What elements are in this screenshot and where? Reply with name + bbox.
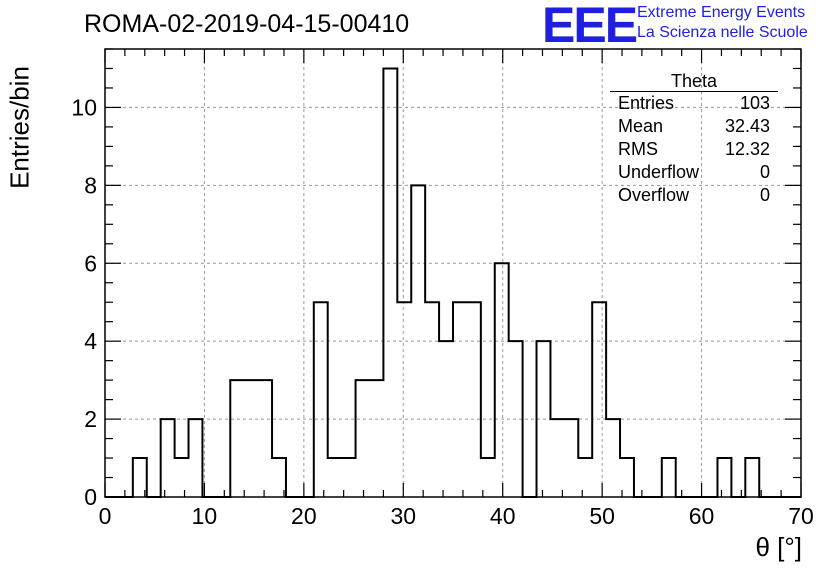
histogram-bin <box>606 419 620 497</box>
histogram-bin <box>328 458 342 497</box>
y-tick-label: 10 <box>71 94 97 120</box>
histogram-bin <box>244 380 258 497</box>
histogram-bin <box>495 263 509 497</box>
histogram-bin <box>439 341 453 497</box>
stats-value: 103 <box>740 92 770 115</box>
histogram-bin <box>383 68 397 497</box>
y-tick-label: 4 <box>84 328 97 354</box>
stats-value: 32.43 <box>725 115 770 138</box>
x-tick-label: 40 <box>490 503 516 529</box>
stats-box: Theta Entries 103 Mean 32.43 RMS 12.32 U… <box>610 71 778 207</box>
logo-line-1: Extreme Energy Events <box>637 4 805 22</box>
stats-value: 0 <box>760 184 770 207</box>
stats-label: RMS <box>618 138 658 161</box>
x-tick-label: 0 <box>99 503 112 529</box>
histogram-bin <box>356 380 370 497</box>
stats-title: Theta <box>610 71 778 92</box>
x-tick-label: 20 <box>291 503 317 529</box>
histogram-bin <box>411 185 425 497</box>
x-tick-label: 60 <box>689 503 715 529</box>
x-axis-label: θ [°] <box>755 532 802 563</box>
histogram-bin <box>745 458 759 497</box>
stats-row-overflow: Overflow 0 <box>610 184 778 207</box>
stats-label: Overflow <box>618 184 689 207</box>
histogram-bin <box>550 419 564 497</box>
histogram-bin <box>509 341 523 497</box>
histogram-bin <box>258 380 272 497</box>
stats-row-mean: Mean 32.43 <box>610 115 778 138</box>
x-tick-label: 70 <box>788 503 814 529</box>
histogram-bin <box>592 302 606 497</box>
y-tick-label: 6 <box>84 250 97 276</box>
stats-label: Underflow <box>618 161 699 184</box>
histogram-bin <box>314 302 328 497</box>
histogram-bin <box>369 380 383 497</box>
eee-logo: EEE <box>542 0 636 54</box>
y-tick-label: 0 <box>84 484 97 510</box>
x-tick-label: 10 <box>192 503 218 529</box>
histogram-bin <box>717 458 731 497</box>
stats-row-rms: RMS 12.32 <box>610 138 778 161</box>
stats-label: Mean <box>618 115 663 138</box>
histogram-bin <box>467 302 481 497</box>
x-tick-label: 30 <box>390 503 416 529</box>
y-axis-label: Entries/bin <box>5 53 36 203</box>
stats-row-entries: Entries 103 <box>610 92 778 115</box>
histogram-bin <box>564 419 578 497</box>
y-tick-label: 2 <box>84 406 97 432</box>
histogram-bin <box>662 458 676 497</box>
stats-row-underflow: Underflow 0 <box>610 161 778 184</box>
stats-label: Entries <box>618 92 674 115</box>
histogram-bin <box>537 341 551 497</box>
logo-line-2: La Scienza nelle Scuole <box>637 24 808 42</box>
histogram-bin <box>578 458 592 497</box>
y-tick-label: 8 <box>84 172 97 198</box>
stats-value: 12.32 <box>725 138 770 161</box>
x-tick-label: 50 <box>589 503 615 529</box>
histogram-bin <box>189 419 203 497</box>
histogram-bin <box>230 380 244 497</box>
histogram-bin <box>397 302 411 497</box>
stats-value: 0 <box>760 161 770 184</box>
histogram-bin <box>453 302 467 497</box>
run-title: ROMA-02-2019-04-15-00410 <box>84 10 409 39</box>
histogram-bin <box>175 458 189 497</box>
histogram-bin <box>161 419 175 497</box>
histogram-bin <box>425 302 439 497</box>
